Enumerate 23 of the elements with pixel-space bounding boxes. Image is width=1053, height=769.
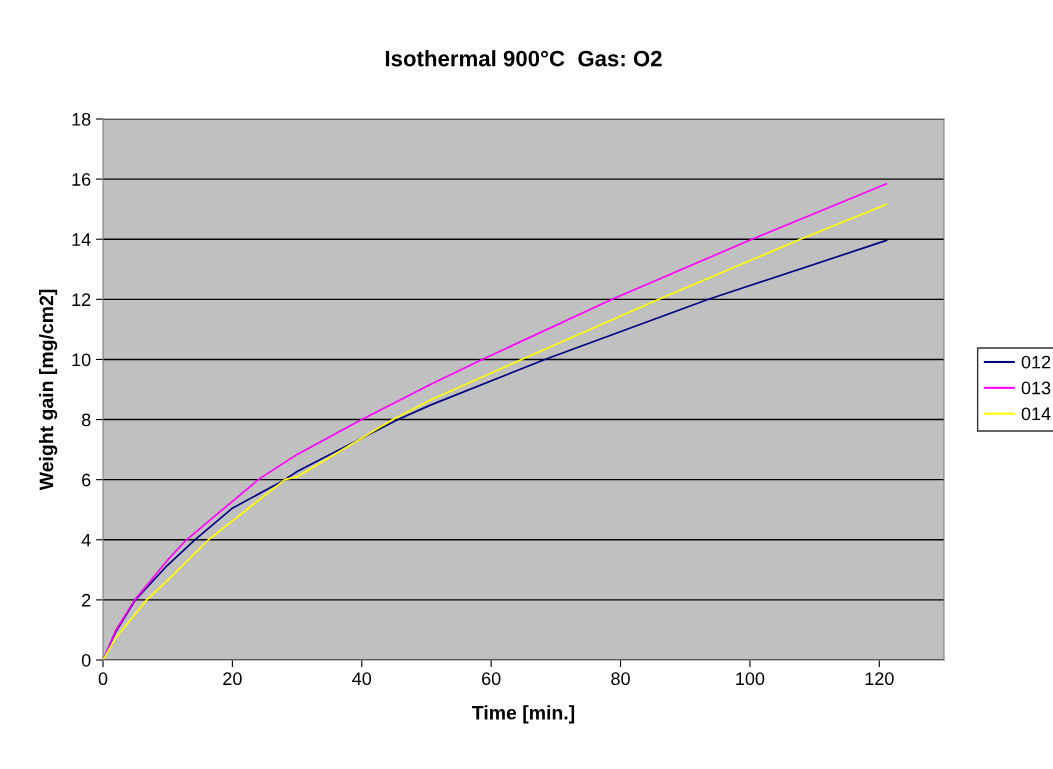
legend-label: 012 (1021, 355, 1051, 369)
legend-label: 013 (1021, 381, 1051, 395)
x-tick-label: 40 (352, 672, 372, 686)
y-tick-label: 2 (82, 593, 91, 607)
y-tick-label: 10 (72, 353, 91, 367)
x-tick-label: 60 (482, 672, 501, 686)
chart-title: Isothermal 900°C Gas: O2 (385, 50, 662, 67)
x-tick-label: 80 (611, 672, 630, 686)
x-axis-title: Time [min.] (472, 705, 575, 724)
y-tick-label: 14 (72, 233, 91, 246)
y-tick-label: 18 (72, 112, 91, 126)
y-tick-label: 12 (72, 293, 91, 306)
x-tick-label: 20 (223, 672, 242, 686)
y-tick-label: 8 (81, 413, 91, 427)
x-tick-label: 120 (865, 672, 894, 686)
y-tick-label: 0 (81, 653, 91, 667)
y-tick-label: 6 (82, 473, 91, 487)
legend-label: 014 (1021, 407, 1051, 421)
y-tick-label: 16 (72, 173, 91, 186)
x-tick-label: 100 (736, 672, 765, 686)
x-tick-label: 0 (98, 672, 108, 686)
y-tick-label: 4 (81, 533, 91, 547)
y-axis-title: Weight gain [mg/cm2] (39, 289, 58, 491)
